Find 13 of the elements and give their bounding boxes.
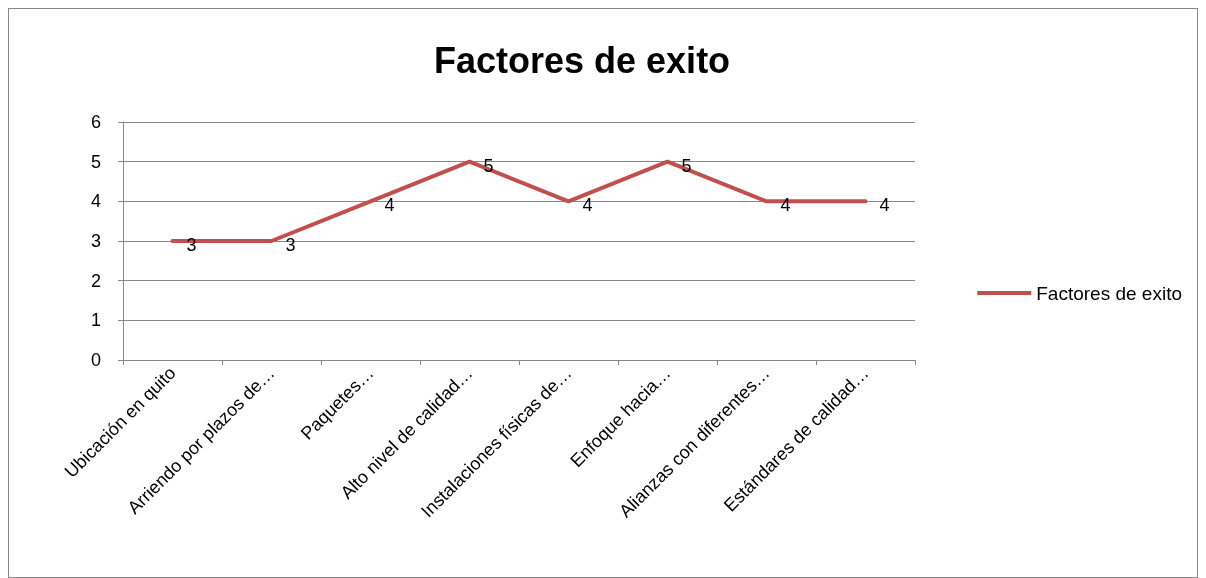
y-tick-label: 0 (90, 350, 101, 370)
chart-title: Factores de exito (434, 39, 731, 81)
data-label: 4 (879, 195, 890, 216)
y-tick-label: 1 (90, 310, 101, 331)
y-tick-label: 5 (90, 151, 101, 172)
y-tick-label: 2 (90, 270, 101, 291)
data-label: 4 (384, 195, 395, 216)
legend-label: Factores de exito (1036, 282, 1183, 304)
y-tick-label: 3 (90, 231, 101, 251)
data-label: 4 (582, 195, 593, 216)
y-tick-label: 6 (90, 112, 101, 132)
y-tick-label: 4 (90, 191, 101, 212)
data-label: 3 (285, 235, 296, 255)
